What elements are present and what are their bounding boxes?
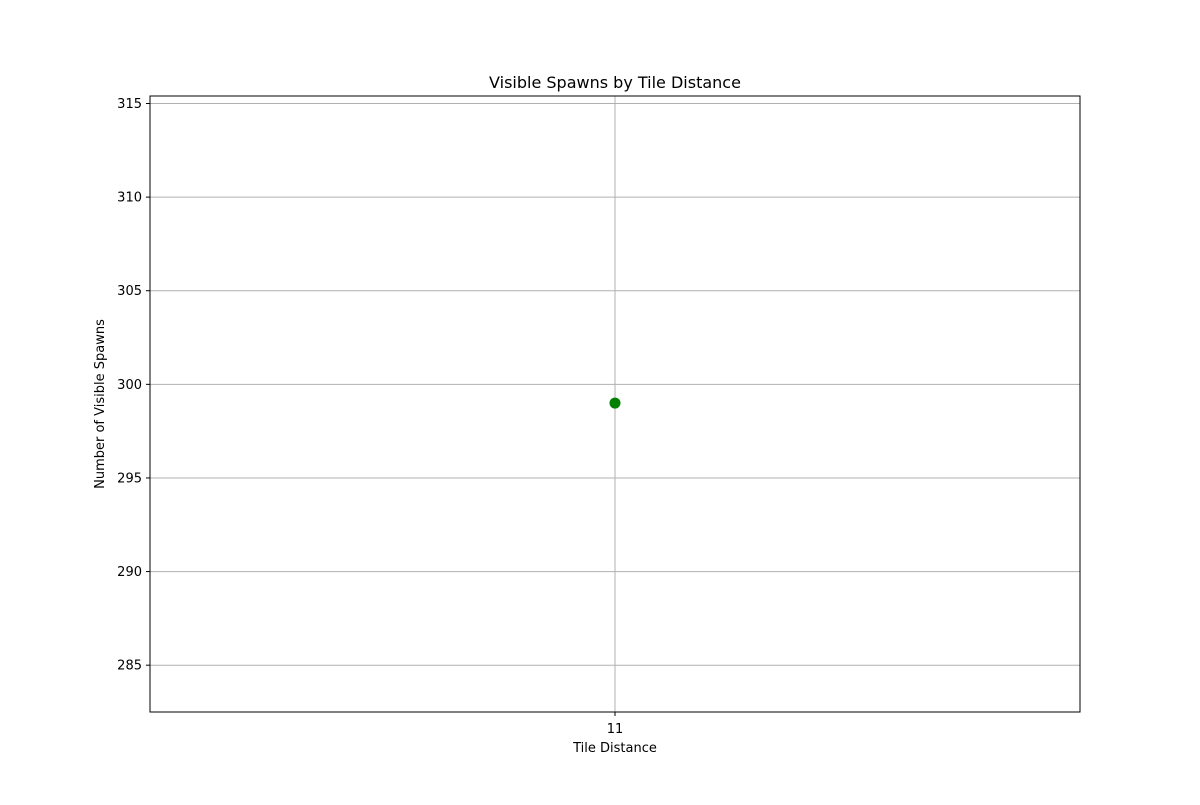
x-tick-label: 11 bbox=[607, 722, 624, 737]
y-tick-label: 295 bbox=[117, 471, 142, 486]
axis-ticks: 285 290 295 300 305 310 315 11 bbox=[117, 97, 623, 737]
y-axis-label: Number of Visible Spawns bbox=[93, 319, 108, 489]
data-point bbox=[609, 397, 621, 409]
y-tick-label: 290 bbox=[117, 565, 142, 580]
y-tick-label: 300 bbox=[117, 378, 142, 393]
grid-lines bbox=[150, 96, 1080, 712]
y-tick-label: 285 bbox=[117, 659, 142, 674]
y-tick-label: 315 bbox=[117, 97, 142, 112]
y-tick-label: 310 bbox=[117, 191, 142, 206]
x-axis-label: Tile Distance bbox=[572, 741, 657, 756]
data-points bbox=[609, 397, 621, 409]
y-tick-label: 305 bbox=[117, 284, 142, 299]
chart-title: Visible Spawns by Tile Distance bbox=[489, 73, 741, 92]
